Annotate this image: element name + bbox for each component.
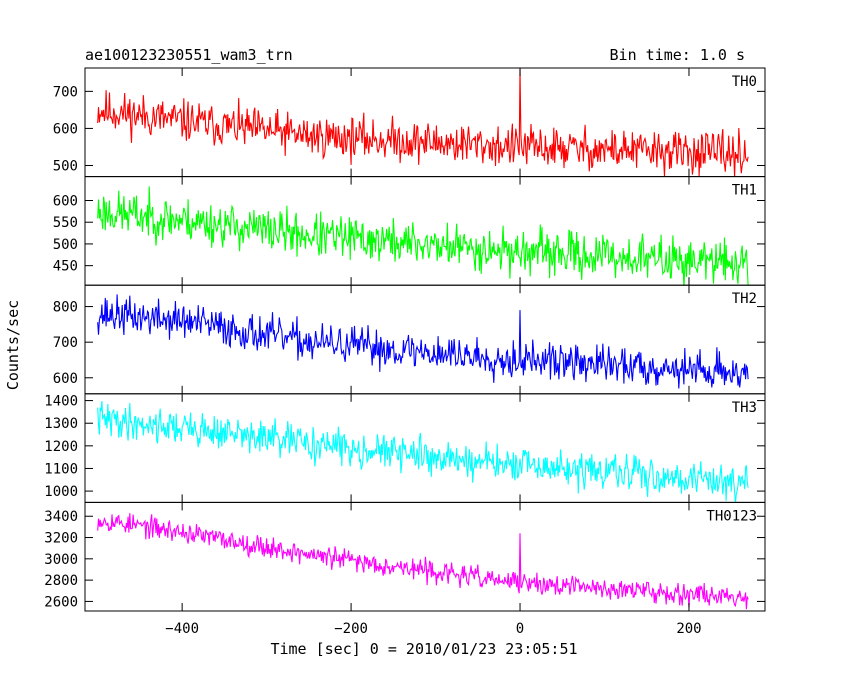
- panel-frame: [84, 284, 766, 395]
- x-tick-label: −400: [165, 621, 199, 637]
- panels-group: 500 600 700 TH0 450 500 550 600 TH1 600 700 800 TH2 1…: [44, 67, 766, 612]
- y-tick-label: 1100: [44, 461, 78, 477]
- x-axis-label: Time [sec] 0 = 2010/01/23 23:05:51: [270, 640, 577, 658]
- series-line-th3: [97, 401, 749, 503]
- panel-th3: 1000 1100 1200 1300 1400 TH3: [44, 393, 766, 503]
- y-tick-label: 600: [53, 193, 78, 209]
- y-tick-label: 1000: [44, 484, 78, 500]
- x-tick-label: −200: [334, 621, 368, 637]
- x-tick-label: 0: [516, 621, 524, 637]
- y-tick-label: 600: [53, 121, 78, 137]
- y-tick-label: 700: [53, 335, 78, 351]
- panel-th2: 600 700 800 TH2: [53, 284, 766, 395]
- y-tick-label: 3000: [44, 552, 78, 568]
- x-tick-labels: −400 −200 0 200: [165, 621, 701, 637]
- y-tick-label: 800: [53, 300, 78, 316]
- panel-frame: [84, 501, 766, 612]
- y-tick-label: 550: [53, 215, 78, 231]
- chart-title: ae100123230551_wam3_trn: [85, 46, 293, 64]
- series-name-th3: TH3: [732, 400, 757, 416]
- y-tick-label: 1200: [44, 439, 78, 455]
- y-tick-label: 3400: [44, 509, 78, 525]
- y-tick-label: 700: [53, 84, 78, 100]
- y-tick-label: 450: [53, 259, 78, 275]
- y-tick-label: 500: [53, 237, 78, 253]
- panel-th1: 450 500 550 600 TH1: [53, 176, 766, 286]
- y-tick-label: 500: [53, 158, 78, 174]
- series-name-th0123: TH0123: [706, 508, 757, 524]
- panel-th0: 500 600 700 TH0: [53, 67, 766, 178]
- series-line-th2: [97, 294, 749, 389]
- y-tick-label: 2600: [44, 594, 78, 610]
- panel-th0123: 2600 2800 3000 3200 3400 TH0123: [44, 501, 766, 612]
- series-name-th2: TH2: [732, 291, 757, 307]
- series-line-th0123: [97, 513, 749, 610]
- x-tick-label: 200: [676, 621, 701, 637]
- y-tick-label: 600: [53, 371, 78, 387]
- series-name-th0: TH0: [732, 74, 757, 90]
- series-line-th0: [97, 69, 749, 177]
- y-axis-label: Counts/sec: [4, 300, 22, 390]
- y-tick-label: 3200: [44, 531, 78, 547]
- series-line-th1: [97, 186, 749, 286]
- y-tick-label: 1400: [44, 394, 78, 410]
- series-name-th1: TH1: [732, 183, 757, 199]
- y-tick-label: 1300: [44, 416, 78, 432]
- bin-time-label: Bin time: 1.0 s: [610, 46, 745, 64]
- y-tick-label: 2800: [44, 573, 78, 589]
